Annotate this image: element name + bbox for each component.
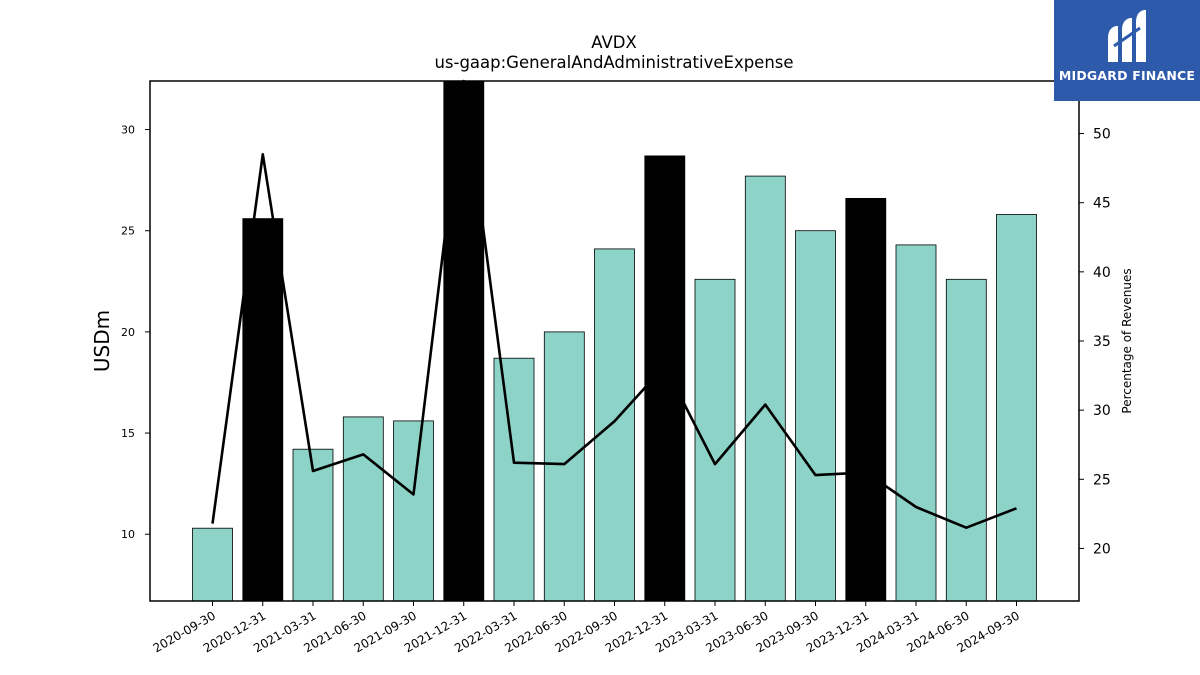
bar	[996, 214, 1037, 602]
bar	[744, 175, 786, 602]
chart-subtitle: us-gaap:GeneralAndAdministrativeExpense	[434, 53, 793, 72]
y2-tick-label: 35	[1093, 334, 1111, 350]
bar	[694, 278, 736, 602]
y-tick-label: 20	[121, 326, 135, 339]
y-axis-label: USDm	[90, 310, 114, 372]
bar	[493, 357, 535, 602]
bar	[795, 230, 836, 602]
y2-tick-label: 40	[1093, 265, 1111, 281]
y2-tick-label: 20	[1093, 541, 1111, 557]
chart-title: AVDX	[591, 33, 637, 52]
bar	[443, 80, 485, 602]
bar-group	[192, 80, 1037, 602]
bar	[393, 420, 434, 602]
y-tick-label: 30	[121, 124, 135, 137]
y-axis-left: 10 15 20 25 30	[121, 124, 150, 541]
y-tick-label: 15	[121, 427, 135, 440]
bar	[242, 218, 284, 602]
line-layer	[211, 79, 1017, 530]
bar	[543, 331, 585, 602]
bar	[594, 248, 635, 602]
y2-tick-label: 45	[1093, 196, 1111, 212]
bar	[845, 197, 887, 602]
bar	[895, 244, 937, 602]
bar	[192, 527, 233, 602]
brand-logo: MIDGARD FINANCE	[1054, 0, 1200, 101]
y2-tick-label: 25	[1093, 472, 1111, 488]
y-axis-right: 20 25 30 35 40 45 50	[1079, 127, 1111, 557]
logo-mark-icon	[1108, 10, 1146, 62]
series-line	[211, 79, 1017, 530]
bar	[342, 416, 384, 602]
bar	[945, 278, 987, 602]
bar	[644, 155, 686, 602]
y2-tick-label: 30	[1093, 403, 1111, 419]
y2-tick-label: 50	[1093, 127, 1111, 143]
y-tick-label: 10	[121, 528, 135, 541]
y2-axis-label: Percentage of Revenues	[1120, 268, 1134, 413]
x-axis: 2020-09-302020-12-312021-03-312021-06-30…	[151, 601, 1022, 655]
logo-text: MIDGARD FINANCE	[1058, 68, 1196, 83]
bar	[292, 448, 334, 602]
y-tick-label: 25	[121, 225, 135, 238]
